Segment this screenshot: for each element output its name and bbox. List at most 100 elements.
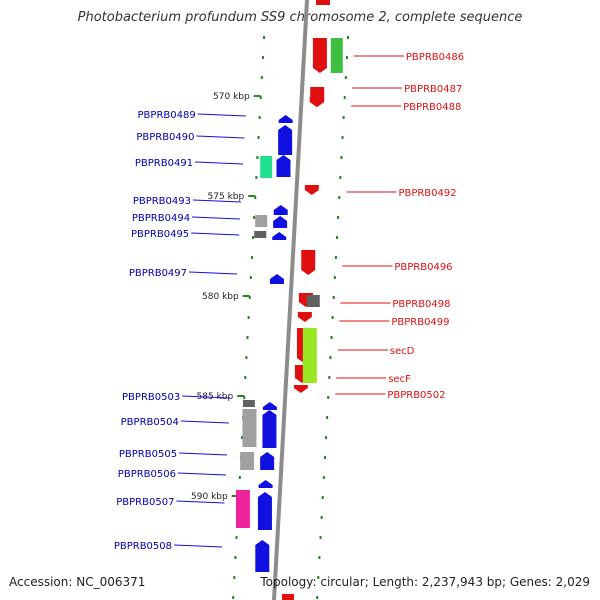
feature-block — [235, 490, 250, 528]
feature-block — [330, 38, 343, 73]
gene-label: PBPRB0493 — [133, 196, 191, 207]
chromosome-backbone — [272, 0, 309, 600]
forward-gene-arrow — [260, 452, 275, 470]
reverse-gene-arrow — [293, 385, 308, 393]
gene-label: PBPRB0498 — [392, 299, 450, 310]
scale-dot — [246, 336, 249, 339]
scale-dot — [342, 116, 345, 119]
forward-gene-arrow — [262, 402, 277, 410]
feature-block — [306, 295, 320, 307]
gene-label-leader — [192, 199, 242, 203]
scale-label: 575 kbp — [208, 192, 245, 202]
scale-dot — [341, 136, 344, 139]
forward-gene-arrow — [278, 125, 293, 155]
gene-label: PBPRB0504 — [121, 417, 179, 428]
scale-dot — [255, 176, 258, 179]
scale-dot — [252, 236, 255, 239]
gene-label: PBPRB0490 — [136, 132, 194, 143]
gene-label: PBPRB0491 — [135, 158, 193, 169]
bottom-gene-fragment — [282, 594, 294, 600]
gene-label-leader — [176, 500, 225, 504]
gene-label: PBPRB0495 — [131, 229, 189, 240]
scale-dot — [254, 196, 257, 199]
gene-label-leader — [182, 395, 231, 399]
forward-gene-arrow — [262, 410, 277, 448]
gene-label: PBPRB0502 — [387, 390, 445, 401]
scale-dot — [331, 316, 334, 319]
scale-dot — [339, 176, 342, 179]
map-title: Photobacterium profundum SS9 chromosome … — [77, 10, 523, 25]
gene-label: PBPRB0499 — [391, 317, 449, 328]
gene-label-leader — [191, 232, 240, 236]
gene-label-leader — [192, 216, 241, 220]
scale-dot — [253, 216, 256, 219]
scale-dot — [261, 56, 264, 59]
scale-dot — [256, 156, 259, 159]
scale-dot — [320, 516, 323, 519]
scale-dot — [323, 456, 326, 459]
feature-block — [254, 231, 267, 238]
scale-dot — [328, 376, 331, 379]
reverse-gene-arrow — [297, 312, 312, 322]
scale-dot — [338, 196, 341, 199]
gene-label: PBPRB0488 — [403, 102, 461, 113]
feature-block — [242, 409, 257, 447]
forward-gene-arrow — [273, 205, 288, 215]
scale-dot — [243, 396, 246, 399]
scale-dot — [263, 36, 266, 39]
scale-dot — [250, 256, 253, 259]
scale-dot — [322, 476, 325, 479]
gene-label-leader — [195, 161, 244, 165]
scale-dot — [259, 96, 262, 99]
gene-label: PBPRB0507 — [116, 497, 174, 508]
reverse-gene-arrow — [309, 97, 324, 107]
scale-dot — [257, 136, 260, 139]
gene-label-leader — [179, 452, 228, 456]
gene-label: PBPRB0505 — [119, 449, 177, 460]
scale-dot — [325, 436, 328, 439]
scale-dot — [330, 336, 333, 339]
gene-label: PBPRB0487 — [404, 84, 462, 95]
scale-dot — [334, 256, 337, 259]
gene-label: PBPRB0492 — [398, 188, 456, 199]
forward-gene-arrow — [278, 115, 293, 123]
gene-label: PBPRB0486 — [406, 52, 464, 63]
gene-label: secD — [390, 346, 415, 357]
scale-dot — [258, 116, 261, 119]
accession-label: Accession: NC_006371 — [9, 575, 146, 589]
feature-block — [242, 400, 255, 407]
reverse-gene-arrow — [312, 38, 327, 73]
scale-dot — [347, 36, 350, 39]
scale-dot — [233, 576, 236, 579]
scale-dot — [238, 476, 241, 479]
scale-tick — [231, 495, 239, 497]
scale-dot — [329, 356, 332, 359]
scale-dot — [249, 276, 252, 279]
scale-dot — [321, 496, 324, 499]
scale-dot — [319, 536, 322, 539]
gene-label-leader — [197, 113, 246, 117]
gene-label: PBPRB0494 — [132, 213, 190, 224]
scale-tick — [253, 95, 261, 97]
gene-label-leader — [180, 420, 229, 424]
scale-tick — [242, 295, 250, 297]
scale-dot — [232, 596, 235, 599]
scale-dot — [247, 316, 250, 319]
scale-dot — [326, 416, 329, 419]
forward-gene-arrow — [269, 274, 284, 284]
scale-dot — [317, 576, 320, 579]
feature-block — [260, 156, 273, 178]
scale-dot — [345, 56, 348, 59]
gene-label-leader — [189, 271, 238, 275]
forward-gene-arrow — [255, 540, 270, 572]
scale-dot — [332, 296, 335, 299]
forward-gene-arrow — [273, 216, 288, 228]
scale-dot — [337, 216, 340, 219]
gene-label-leader — [196, 135, 245, 139]
scale-dot — [245, 356, 248, 359]
scale-dot — [327, 396, 330, 399]
gene-label: PBPRB0496 — [394, 262, 452, 273]
top-gene-fragment — [316, 0, 330, 5]
scale-dot — [244, 376, 247, 379]
scale-dot — [340, 156, 343, 159]
